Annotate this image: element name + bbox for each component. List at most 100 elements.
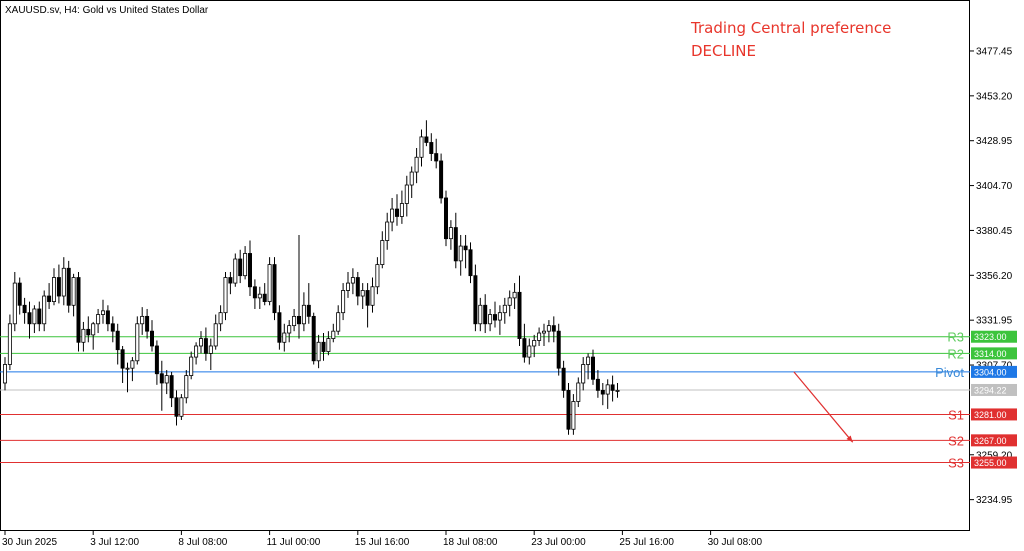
candle — [424, 120, 429, 147]
candle — [71, 273, 76, 317]
candle-body-bearish — [429, 142, 434, 154]
candle — [110, 316, 115, 343]
candle-body-bearish — [492, 314, 497, 321]
candle — [331, 323, 336, 343]
candle — [101, 299, 106, 324]
candle — [238, 249, 243, 284]
candle — [169, 371, 174, 408]
candle-body-bullish — [615, 389, 620, 392]
candle — [355, 271, 360, 306]
candle — [218, 305, 223, 332]
candle-body-bullish — [316, 341, 321, 362]
candle-body-bullish — [218, 312, 223, 325]
candle — [375, 257, 380, 295]
candle — [600, 382, 605, 406]
candle-body-bullish — [331, 330, 336, 339]
candle-body-bullish — [208, 345, 213, 354]
candle — [267, 257, 272, 306]
candle — [360, 283, 365, 309]
candle-body-bearish — [247, 253, 252, 288]
candle — [566, 382, 571, 435]
candle — [115, 323, 120, 365]
candle-body-bullish — [301, 304, 306, 325]
candle — [546, 320, 551, 343]
candle — [213, 314, 218, 350]
level-price-tag-label: 3255.00 — [974, 458, 1007, 468]
candle — [76, 271, 81, 352]
candle — [390, 197, 395, 232]
candle — [174, 390, 179, 426]
candle-body-bullish — [233, 258, 238, 284]
candle-body-bearish — [355, 277, 360, 297]
candle-body-bearish — [110, 323, 115, 332]
candle-body-bullish — [257, 293, 262, 299]
candle — [380, 231, 385, 269]
candle — [208, 338, 213, 371]
candle-body-bullish — [223, 277, 228, 314]
candle-body-bullish — [341, 290, 346, 314]
current-price-tag-label: 3294.22 — [974, 385, 1007, 395]
current-price-tag — [971, 383, 1017, 396]
level-price-tag — [971, 330, 1017, 343]
x-tick-label: 18 Jul 08:00 — [443, 537, 498, 548]
candle — [341, 283, 346, 321]
candle-body-bullish — [375, 264, 380, 288]
candle — [194, 342, 199, 365]
candle-body-bullish — [12, 282, 17, 325]
x-tick-label: 30 Jul 08:00 — [708, 537, 763, 548]
candle-body-bearish — [522, 338, 527, 358]
level-price-tag — [971, 365, 1017, 378]
candle — [468, 242, 473, 284]
candle — [483, 294, 488, 334]
candle — [257, 286, 262, 309]
candle — [316, 334, 321, 369]
candle — [350, 268, 355, 295]
candle-body-bullish — [32, 308, 37, 325]
candle — [537, 327, 542, 346]
candle-body-bullish — [189, 356, 194, 376]
candle-body-bullish — [184, 375, 189, 399]
candle-body-bullish — [179, 397, 184, 417]
candle — [512, 283, 517, 309]
candle-body-bullish — [414, 156, 419, 173]
candle-body-bullish — [360, 290, 365, 297]
candle — [571, 394, 576, 435]
candle — [3, 357, 8, 391]
candle — [527, 338, 532, 365]
candle-body-bearish — [595, 378, 600, 391]
preference-value: DECLINE — [691, 42, 756, 60]
candle-body-bullish — [419, 136, 424, 158]
candle-body-bearish — [56, 277, 61, 297]
candle-body-bullish — [399, 203, 404, 217]
candle-body-bullish — [7, 323, 12, 365]
candle — [81, 321, 86, 352]
candle — [17, 277, 22, 315]
candle-body-bullish — [502, 304, 507, 314]
candle — [429, 133, 434, 161]
candle — [287, 320, 292, 343]
candle-body-bullish — [409, 171, 414, 186]
chart-title: XAUUSD.sv, H4: Gold vs United States Dol… — [5, 5, 209, 16]
candle — [434, 138, 439, 169]
candle — [52, 268, 57, 306]
candle-body-bullish — [370, 286, 375, 306]
y-tick-label: 3234.95 — [976, 495, 1013, 506]
level-name-s1: S1 — [948, 407, 964, 422]
candle — [120, 345, 125, 383]
candle-body-bearish — [86, 328, 91, 336]
x-tick-label: 15 Jul 16:00 — [355, 537, 410, 548]
candle — [159, 360, 164, 411]
candle — [252, 279, 257, 309]
candle-body-bullish — [42, 295, 47, 325]
candle-body-bullish — [326, 338, 331, 352]
x-tick-label: 23 Jul 00:00 — [531, 537, 586, 548]
candle — [66, 260, 71, 313]
candle — [532, 334, 537, 358]
candle — [292, 308, 297, 332]
candle — [463, 234, 468, 269]
y-tick-label: 3259.20 — [976, 450, 1013, 461]
candle-body-bearish — [159, 373, 164, 384]
y-tick-label: 3428.95 — [976, 136, 1013, 147]
candle-body-bullish — [448, 227, 453, 240]
candle — [198, 331, 203, 354]
